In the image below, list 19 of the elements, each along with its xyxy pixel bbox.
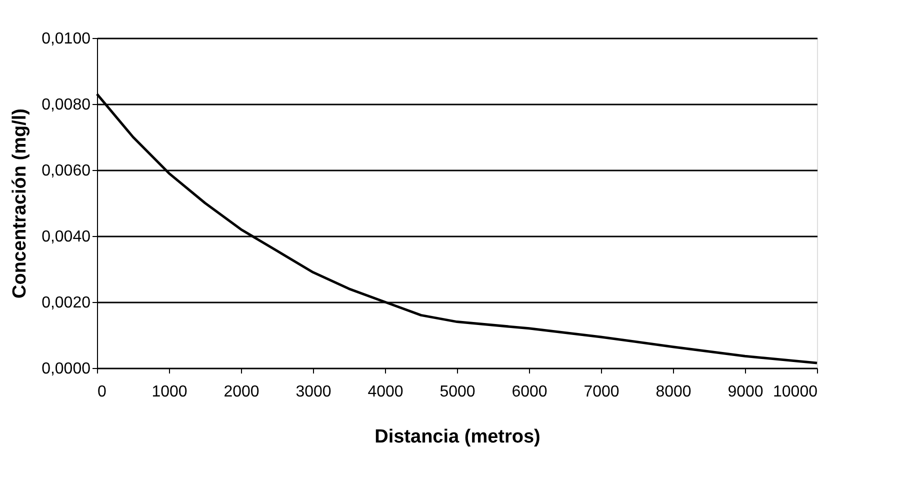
y-axis-title: Concentración (mg/l) <box>10 108 31 299</box>
y-tick-label: 0,0020 <box>42 294 91 312</box>
y-tick-label: 0,0000 <box>42 360 91 378</box>
y-tick-label: 0,0100 <box>42 30 91 48</box>
x-tick-label: 10000 <box>773 384 818 400</box>
x-tick-label: 5000 <box>440 384 476 400</box>
x-tick-label: 1000 <box>152 384 188 400</box>
y-tick-label: 0,0060 <box>42 162 91 180</box>
x-tick-label: 8000 <box>656 384 692 400</box>
x-axis-title: Distancia (metros) <box>374 426 540 448</box>
y-tick-label: 0,0040 <box>42 228 91 246</box>
x-tick-label: 0 <box>98 384 106 400</box>
x-tick-label: 6000 <box>512 384 548 400</box>
x-tick-label: 2000 <box>224 384 260 400</box>
x-tick-label: 3000 <box>296 384 332 400</box>
x-tick-label: 7000 <box>584 384 620 400</box>
x-tick-label: 4000 <box>368 384 404 400</box>
x-tick-label: 9000 <box>728 384 764 400</box>
y-tick-label: 0,0080 <box>42 96 91 114</box>
